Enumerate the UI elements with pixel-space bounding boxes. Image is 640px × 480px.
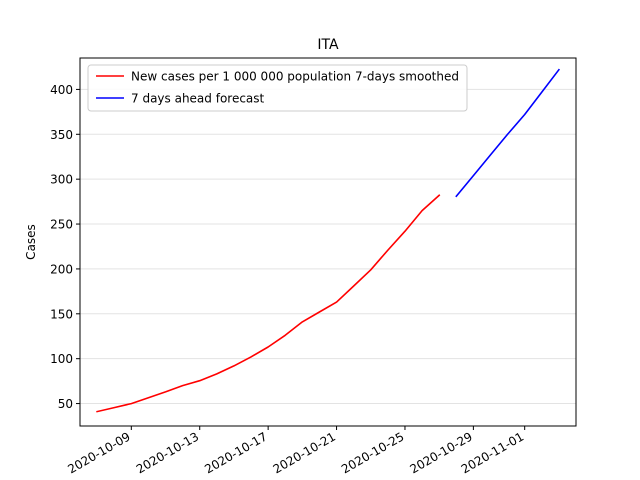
y-tick-label: 50 (58, 397, 73, 411)
chart-title: ITA (317, 37, 339, 53)
y-tick-label: 300 (50, 173, 73, 187)
legend-box (87, 64, 468, 112)
legend-label-0: New cases per 1 000 000 population 7-day… (131, 70, 459, 84)
y-tick-label: 150 (50, 307, 73, 321)
y-tick-label: 200 (50, 262, 73, 276)
series-line-0 (96, 194, 441, 413)
x-tick-label: 2020-10-21 (271, 429, 338, 476)
legend-label-1: 7 days ahead forecast (131, 92, 265, 106)
x-tick-label: 2020-10-13 (134, 429, 201, 476)
y-tick-label: 250 (50, 218, 73, 232)
y-axis-label: Cases (24, 224, 38, 260)
x-tick-label: 2020-10-25 (339, 429, 406, 476)
y-tick-label: 100 (50, 352, 73, 366)
x-tick-label: 2020-10-17 (202, 429, 269, 476)
series-line-1 (455, 68, 561, 198)
x-tick-label: 2020-10-09 (65, 429, 132, 476)
plot-frame (79, 57, 577, 427)
legend: New cases per 1 000 000 population 7-day… (87, 64, 468, 112)
y-tick-label: 400 (50, 83, 73, 97)
y-tick-label: 350 (50, 128, 73, 142)
